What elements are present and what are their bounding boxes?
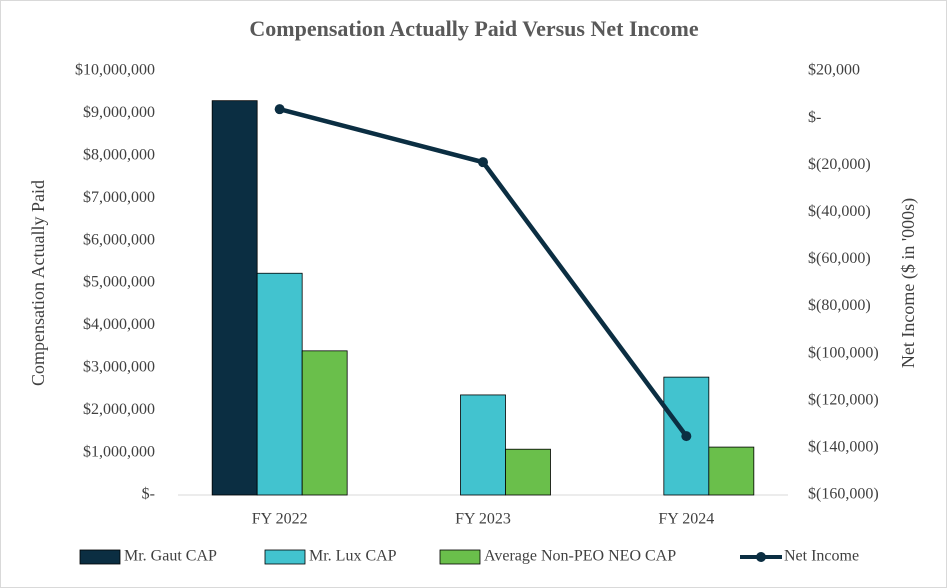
chart-title: Compensation Actually Paid Versus Net In…: [249, 16, 698, 41]
y-tick-label: $3,000,000: [83, 358, 155, 375]
legend-label: Mr. Gaut CAP: [124, 548, 217, 565]
y-tick-label: $7,000,000: [83, 189, 155, 206]
y2-tick-label: $(120,000): [808, 391, 879, 408]
y-tick-label: $10,000,000: [75, 62, 155, 79]
y-tick-label: $9,000,000: [83, 104, 155, 121]
legend-swatch: [439, 549, 481, 565]
bar: [505, 448, 551, 496]
x-tick-label: FY 2024: [658, 511, 714, 528]
y2-tick-label: $(80,000): [808, 297, 871, 314]
line-marker: [274, 104, 285, 115]
y2-tick-label: $(20,000): [808, 156, 871, 173]
x-tick-label: FY 2023: [455, 511, 511, 528]
y2-tick-label: $(40,000): [808, 203, 871, 220]
legend-swatch: [79, 549, 121, 565]
y2-tick-label: $(60,000): [808, 250, 871, 267]
y2-tick-label: $(140,000): [808, 439, 879, 456]
x-tick-label: FY 2022: [252, 511, 308, 528]
bar: [256, 272, 303, 496]
bar: [460, 394, 506, 496]
y-tick-label: $5,000,000: [83, 274, 155, 291]
legend-marker: [756, 552, 766, 562]
legend-swatch: [264, 549, 306, 565]
bar: [708, 446, 755, 496]
y-tick-label: $1,000,000: [83, 443, 155, 460]
y-tick-label: $6,000,000: [83, 231, 155, 248]
line-marker: [681, 431, 692, 442]
bar: [211, 100, 258, 496]
y-axis-title: Compensation Actually Paid: [28, 180, 48, 386]
y-tick-label: $8,000,000: [83, 146, 155, 163]
legend-label: Mr. Lux CAP: [309, 548, 397, 565]
legend-label: Net Income: [784, 548, 859, 565]
y2-tick-label: $20,000: [808, 62, 860, 79]
legend-label: Average Non-PEO NEO CAP: [484, 548, 676, 565]
y2-tick-label: $(160,000): [808, 486, 879, 503]
y2-tick-label: $(100,000): [808, 344, 879, 361]
y2-tick-label: $-: [808, 109, 821, 126]
y-tick-label: $2,000,000: [83, 401, 155, 418]
y-tick-label: $4,000,000: [83, 316, 155, 333]
bar: [301, 350, 348, 496]
y2-axis-title: Net Income ($ in '000s): [898, 198, 919, 368]
line-marker: [478, 157, 488, 168]
y-tick-label: $-: [142, 486, 155, 503]
